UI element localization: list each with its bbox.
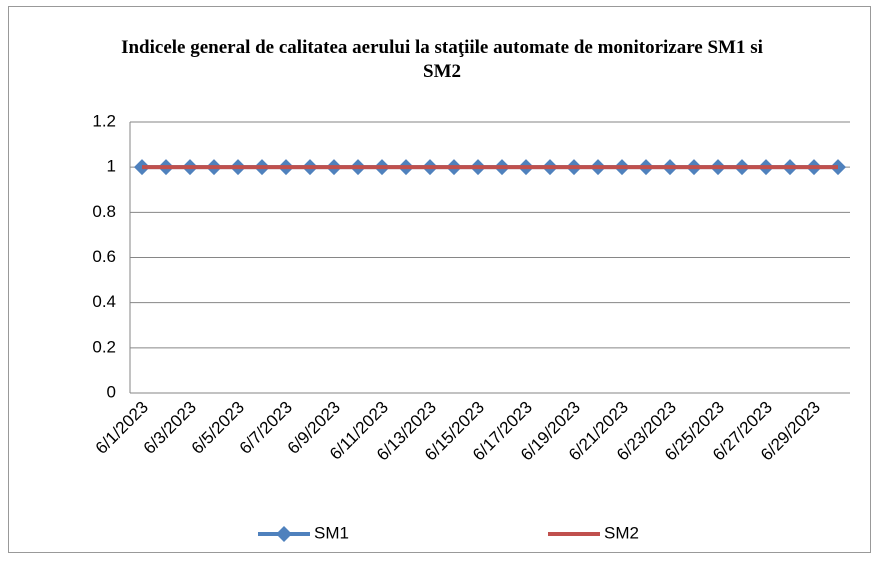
chart-title: Indicele general de calitatea aerului la… <box>121 37 763 82</box>
legend-marker <box>276 526 292 542</box>
chart-border <box>8 6 871 553</box>
y-tick-label: 1.2 <box>92 111 116 130</box>
y-tick-label: 1 <box>107 157 116 176</box>
legend-label: SM1 <box>314 523 349 542</box>
legend-label: SM2 <box>604 523 639 542</box>
y-tick-label: 0 <box>107 382 116 401</box>
y-tick-label: 0.2 <box>92 337 116 356</box>
y-tick-label: 0.6 <box>92 247 116 266</box>
y-tick-label: 0.4 <box>92 292 116 311</box>
y-tick-label: 0.8 <box>92 202 116 221</box>
